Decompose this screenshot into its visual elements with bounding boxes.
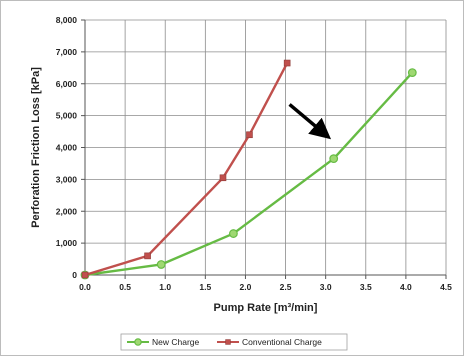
x-tick-label: 0.0 <box>79 282 91 292</box>
y-axis-title: Perforation Friction Loss [kPa] <box>30 67 42 228</box>
data-point <box>156 260 166 269</box>
x-tick-label: 3.5 <box>360 282 372 292</box>
annotation-arrow <box>288 103 332 140</box>
data-point <box>329 154 339 164</box>
x-tick-label: 0.5 <box>119 282 131 292</box>
x-tick-label: 2.0 <box>240 282 252 292</box>
x-tick-label: 3.0 <box>320 282 332 292</box>
tick-labels: 0.0 0.5 1.0 1.5 2.0 2.5 3.0 3.5 4.0 4.5 0 1,000 2,00… <box>56 15 452 292</box>
y-tick-label: 5,000 <box>56 111 78 121</box>
annotations <box>288 103 332 140</box>
x-tick-label: 2.5 <box>280 282 292 292</box>
y-tick-label: 8,000 <box>56 15 78 25</box>
x-tick-label: 4.5 <box>440 282 452 292</box>
y-tick-label: 4,000 <box>56 143 78 153</box>
y-tick-label: 3,000 <box>56 174 78 184</box>
legend-label: New Charge <box>152 337 200 347</box>
series-conventional-charge <box>81 59 291 279</box>
data-point <box>407 68 417 77</box>
legend-item: Conventional Charge <box>217 337 322 347</box>
y-tick-label: 0 <box>72 270 77 280</box>
x-tick-label: 1.0 <box>159 282 171 292</box>
legend-swatch-marker <box>134 338 142 346</box>
legend-swatch-marker <box>225 339 231 345</box>
y-tick-label: 1,000 <box>56 238 78 248</box>
x-axis-title: Pump Rate [m³/min] <box>214 302 318 314</box>
data-point <box>81 271 89 279</box>
y-tick-label: 2,000 <box>56 206 78 216</box>
data-point <box>219 174 227 182</box>
x-tick-label: 4.0 <box>400 282 412 292</box>
y-tick-label: 6,000 <box>56 79 78 89</box>
legend-label: Conventional Charge <box>242 337 322 347</box>
legend-item: New Charge <box>127 337 200 347</box>
legend: New Charge Conventional Charge <box>120 333 348 351</box>
x-tick-label: 1.5 <box>199 282 211 292</box>
data-point <box>246 131 253 139</box>
data-point <box>229 229 238 238</box>
y-tick-label: 7,000 <box>56 47 78 57</box>
data-point <box>144 252 151 260</box>
data-point <box>283 59 291 67</box>
series-group <box>80 59 417 280</box>
